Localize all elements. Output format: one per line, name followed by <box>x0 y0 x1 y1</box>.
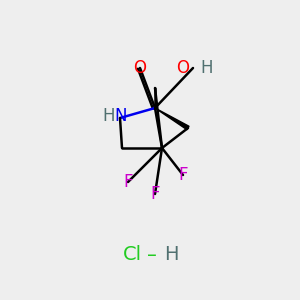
Text: H: H <box>164 245 178 265</box>
Text: H: H <box>200 59 212 77</box>
Text: O: O <box>134 59 146 77</box>
Text: F: F <box>123 173 133 191</box>
Polygon shape <box>155 108 189 130</box>
Text: N: N <box>115 107 127 125</box>
Text: O: O <box>176 59 189 77</box>
Text: –: – <box>147 245 157 265</box>
Text: H: H <box>103 107 115 125</box>
Text: F: F <box>178 166 188 184</box>
Text: F: F <box>150 185 160 203</box>
Text: Cl: Cl <box>123 245 142 265</box>
